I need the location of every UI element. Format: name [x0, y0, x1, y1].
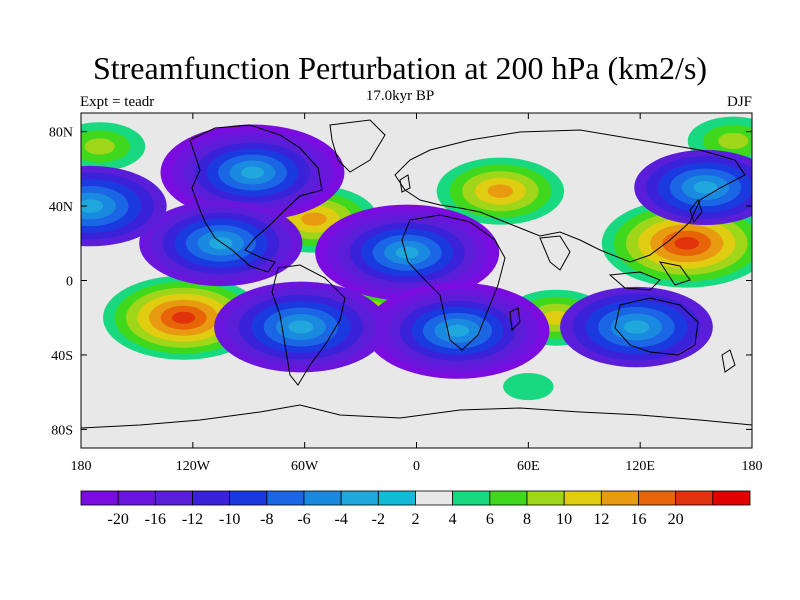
streamfunction-field: [81, 113, 752, 414]
colorbar-swatch: [600, 490, 639, 506]
axis-ticks: 180 120W 60W 0 60E 120E 180 80N 40N 0 40S 80S: [49, 113, 763, 474]
colorbar-label: 10: [556, 511, 572, 528]
colorbar-swatch: [192, 490, 231, 506]
anomaly-13: [139, 200, 303, 287]
colorbar-label: 16: [631, 511, 647, 528]
x-tick-label: 180: [71, 459, 92, 474]
colorbar-label: -20: [108, 511, 129, 528]
contour-band: [395, 246, 419, 259]
contour-band: [693, 181, 718, 194]
colorbar-label: -4: [335, 511, 348, 528]
colorbar-swatch: [303, 490, 342, 506]
anomaly-2: [423, 150, 577, 232]
colorbar-swatch: [489, 490, 528, 506]
colorbar-label: 8: [523, 511, 531, 528]
anomaly-8: [477, 359, 579, 414]
contour-band: [301, 212, 327, 226]
colorbar-label: 2: [412, 511, 420, 528]
colorbar-swatch: [638, 490, 677, 506]
contour-band: [172, 311, 196, 324]
chart-subtitle: 17.0kyr BP: [365, 88, 435, 104]
y-tick-label: 0: [66, 275, 73, 290]
x-tick-label: 120E: [625, 459, 655, 474]
colorbar-label: -16: [145, 511, 166, 528]
colorbar-label: 4: [449, 511, 457, 528]
x-tick-label: 180: [742, 459, 763, 474]
colorbar-label: 6: [486, 511, 494, 528]
x-tick-label: 60E: [517, 459, 540, 474]
colorbar-swatch: [415, 490, 454, 506]
x-tick-label: 0: [413, 459, 420, 474]
colorbar-label: -10: [219, 511, 240, 528]
x-tick-label: 60W: [291, 459, 319, 474]
colorbar-label: -12: [182, 511, 203, 528]
contour-band: [81, 199, 104, 213]
y-tick-label: 40N: [49, 200, 73, 215]
season-label: DJF: [726, 94, 752, 110]
colorbar-label: -8: [260, 511, 273, 528]
y-tick-label: 80N: [49, 126, 73, 141]
y-tick-label: 40S: [51, 349, 73, 364]
contour-band: [503, 372, 554, 401]
colorbar-label: -6: [297, 511, 310, 528]
colorbar-swatch: [229, 490, 268, 506]
anomaly-10: [315, 204, 500, 301]
chart-title: Streamfunction Perturbation at 200 hPa (…: [92, 50, 708, 86]
colorbar-swatch: [452, 490, 491, 506]
colorbar-swatch: [563, 490, 602, 506]
anomaly-9: [160, 124, 345, 221]
coastlines: [81, 119, 752, 429]
contour-band: [487, 184, 514, 198]
colorbar-label: 20: [668, 511, 684, 528]
colorbar-swatch: [117, 490, 156, 506]
colorbar-label: 12: [593, 511, 609, 528]
colorbar-swatch: [377, 490, 416, 506]
anomaly-14: [634, 149, 752, 226]
anomaly-12: [214, 281, 388, 373]
contour-band: [623, 320, 650, 334]
anomaly-4: [81, 114, 161, 179]
colorbar: -20 -16 -12 -10 -8 -6 -4 -2 2 4 6 8 10 12 16 20: [80, 490, 751, 528]
contour-band: [718, 132, 749, 150]
anomaly-11: [365, 282, 550, 379]
contour-band: [288, 320, 314, 334]
experiment-label: Expt = teadr: [80, 94, 155, 110]
y-tick-label: 80S: [51, 423, 73, 438]
colorbar-swatch: [266, 490, 305, 506]
anomaly-15: [560, 286, 713, 368]
colorbar-swatch: [340, 490, 379, 506]
colorbar-label: -2: [372, 511, 385, 528]
contour-band: [446, 324, 470, 337]
contour-band: [674, 236, 699, 250]
contour-band: [84, 138, 115, 155]
colorbar-swatch: [526, 490, 565, 506]
contour-band: [240, 166, 264, 179]
colorbar-swatch: [154, 490, 193, 506]
colorbar-swatch: [80, 490, 119, 506]
x-tick-label: 120W: [176, 459, 211, 474]
colorbar-swatch: [675, 490, 714, 506]
anomaly-16: [81, 165, 167, 247]
colorbar-swatch: [712, 490, 751, 506]
